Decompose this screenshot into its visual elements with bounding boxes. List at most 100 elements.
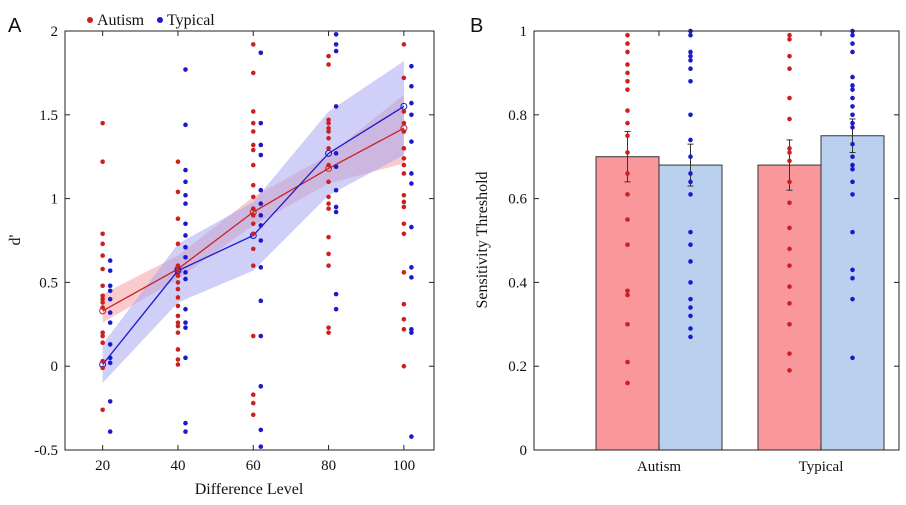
data-point-autism [625,32,630,38]
data-point-autism [250,182,256,188]
data-point-autism [175,320,181,325]
panel-b-plot-frame [533,30,900,451]
data-point-typical [333,187,339,193]
y-tick-label: 1 [51,192,59,208]
panel-a-letter: A [8,15,22,37]
panel-b-data-points [625,28,855,386]
data-point-autism [250,246,256,252]
x-tick-label: 100 [393,458,416,474]
data-point-typical [183,192,188,198]
data-point-autism [175,159,181,165]
data-point-autism [326,146,331,151]
data-point-typical [183,325,188,330]
data-point-autism [401,301,407,307]
data-point-typical [688,242,693,247]
y-tick-label: 1.5 [39,108,58,124]
panel-b-letter: B [470,15,483,37]
data-point-typical [409,63,414,69]
data-point-typical [850,267,855,273]
data-point-typical [333,291,339,297]
data-point-typical [107,429,113,434]
data-point-typical [258,50,264,56]
data-point-typical [183,201,188,206]
data-point-typical [409,112,414,118]
data-point-autism [401,109,407,114]
data-point-typical [183,254,188,260]
data-point-autism [100,305,105,310]
data-point-autism [175,268,181,273]
data-point-typical [409,139,414,144]
data-point-typical [333,151,339,156]
data-point-typical [850,355,855,361]
data-point-autism [250,333,256,339]
data-point-autism [625,108,630,113]
data-point-typical [850,120,855,126]
data-point-autism [175,313,181,319]
data-point-autism [326,129,331,134]
data-point-typical [850,229,855,235]
data-point-autism [175,280,181,285]
data-point-autism [787,284,792,289]
data-point-autism [326,125,331,131]
data-point-typical [409,330,414,335]
data-point-autism [625,380,630,386]
data-point-typical [850,74,855,80]
data-point-autism [401,75,407,81]
panel-a-y-axis-label: d' [7,234,24,245]
y-tick-label: 0 [520,443,528,459]
data-point-autism [787,322,792,327]
data-point-typical [850,112,855,118]
data-point-typical [333,306,339,312]
legend-typical-label: Typical [167,12,215,29]
data-point-typical [850,275,855,281]
data-point-autism [100,330,105,335]
data-point-autism [100,120,105,126]
panel-a-plot-frame [64,30,435,451]
data-point-autism [401,327,407,332]
data-point-autism [401,129,407,134]
data-point-autism [100,340,105,346]
data-point-typical [183,320,188,325]
data-point-typical [688,334,693,340]
data-point-autism [175,189,181,195]
data-point-typical [688,179,693,185]
data-point-autism [250,206,256,211]
data-point-autism [787,263,792,268]
data-point-autism [250,400,256,406]
x-tick-label: 80 [321,458,336,474]
data-point-autism [326,194,331,200]
data-point-typical [183,167,188,173]
panel-a-ticks: 20 40 60 80 100 -0.5 0 0.5 1 1.5 2 [34,24,434,474]
data-point-typical [688,66,693,72]
data-point-typical [850,125,855,130]
data-point-typical [258,120,264,126]
data-point-typical [850,49,855,55]
data-point-autism [787,351,792,356]
data-point-autism [625,62,630,67]
data-point-autism [787,37,792,42]
data-point-autism [787,246,792,252]
data-point-autism [326,251,331,257]
data-point-autism [401,171,407,176]
data-point-typical [333,209,339,215]
data-point-typical [688,280,693,285]
panel-b-y-axis-label: Sensitivity Threshold [474,171,491,308]
data-point-typical [688,326,693,331]
data-point-autism [625,192,630,197]
data-point-autism [100,159,105,165]
data-point-autism [326,162,331,168]
data-point-autism [100,300,105,305]
data-point-autism [625,322,630,327]
data-point-autism [787,146,792,151]
panel-a-data-points [100,32,414,449]
data-point-typical [333,32,339,37]
data-point-autism [100,358,105,364]
data-point-typical [409,171,414,176]
bar-autism-autism [595,156,660,451]
data-point-autism [326,179,331,185]
data-point-autism [625,70,630,76]
data-point-typical [183,67,188,72]
data-point-autism [401,231,407,237]
data-point-typical [107,320,113,325]
